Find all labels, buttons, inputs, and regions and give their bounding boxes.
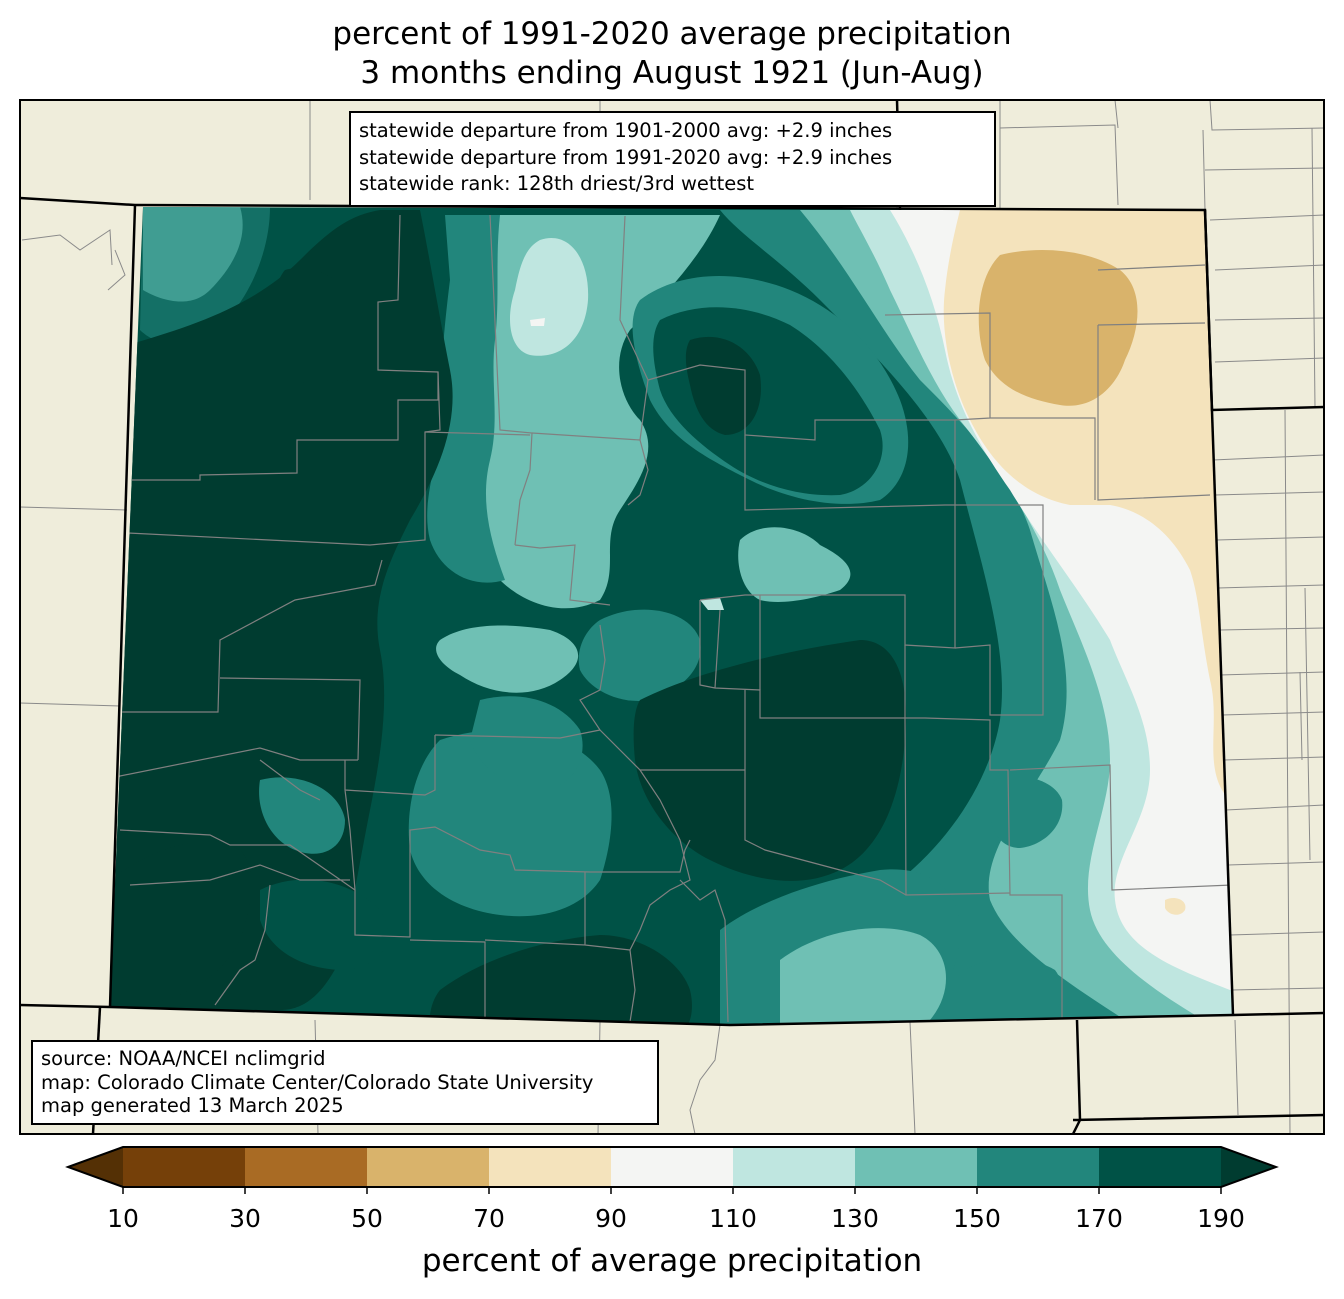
county-boundaries [110,214,1233,1025]
map-generated-line: map generated 13 March 2025 [41,1094,344,1117]
colorbar-segment [245,1147,368,1187]
colorbar-segment [123,1147,246,1187]
colorbar-tick-label: 10 [107,1204,139,1233]
colorbar-tick-label: 70 [473,1204,505,1233]
statewide-stats-box: statewide departure from 1901-2000 avg: … [349,111,996,207]
colorbar-tick-label: 30 [229,1204,261,1233]
colorbar-segment [855,1147,978,1187]
colorbar-label: percent of average precipitation [421,1243,923,1279]
colorbar-under-arrow [68,1147,123,1187]
colorbar-segment [733,1147,856,1187]
colorbar-segment [1099,1147,1222,1187]
stats-departure-1901-2000: statewide departure from 1901-2000 avg: … [359,119,893,142]
colorbar [65,1146,1279,1194]
map-title-line1: percent of 1991-2020 average precipitati… [332,16,1012,52]
stats-rank: statewide rank: 128th driest/3rd wettest [359,172,755,195]
precipitation-field [110,207,1233,1025]
colorbar-segment [611,1147,734,1187]
source-box: source: NOAA/NCEI nclimgrid map: Colorad… [31,1040,659,1125]
colorbar-tick-label: 90 [595,1204,627,1233]
colorbar-over-arrow [1221,1147,1276,1187]
colorbar-segment [367,1147,490,1187]
colorbar-tick-label: 190 [1197,1204,1245,1233]
state-boundaries [20,100,1324,1134]
map-frame [19,99,1325,1135]
colorbar-tick-label: 150 [953,1204,1001,1233]
colorbar-segment [489,1147,612,1187]
stats-departure-1991-2020: statewide departure from 1991-2020 avg: … [359,145,893,169]
colorbar-tick-label: 170 [1075,1204,1123,1233]
source-line: source: NOAA/NCEI nclimgrid [41,1047,326,1070]
map-credit-line: map: Colorado Climate Center/Colorado St… [41,1070,594,1094]
map-title-line2: 3 months ending August 1921 (Jun-Aug) [360,55,984,91]
colorbar-tick-label: 50 [351,1204,383,1233]
colorbar-tick-label: 130 [831,1204,879,1233]
colorbar-tick-label: 110 [709,1204,757,1233]
colorbar-segment [977,1147,1100,1187]
